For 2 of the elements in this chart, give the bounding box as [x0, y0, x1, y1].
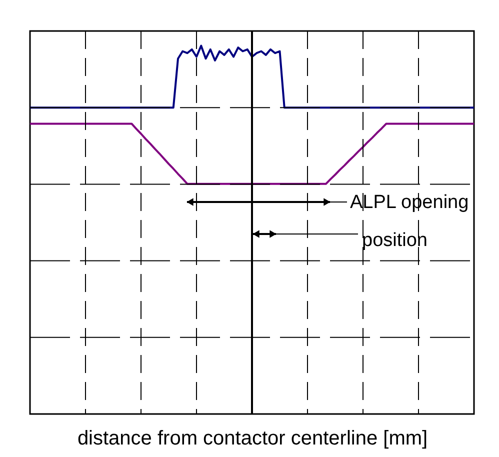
x-axis-title: distance from contactor centerline [mm]	[77, 428, 428, 450]
annotation: position	[362, 230, 428, 251]
